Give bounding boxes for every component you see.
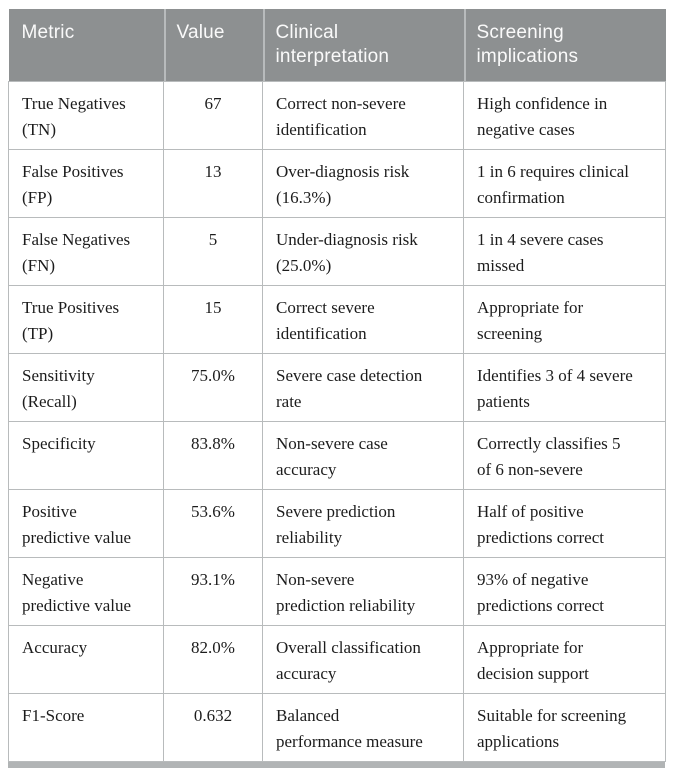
table-row-positive-predictive-value: Positive predictive value 53.6% Severe p… xyxy=(8,489,666,558)
cell-value: 5 xyxy=(163,217,263,286)
cell-screening-implications: 1 in 4 severe cases missed xyxy=(463,217,666,286)
table-row-f1-score: F1-Score 0.632 Balanced performance meas… xyxy=(8,693,666,762)
cell-metric: F1-Score xyxy=(8,693,164,762)
cell-value: 13 xyxy=(163,149,263,218)
cell-metric: Negative predictive value xyxy=(8,557,164,626)
cell-clinical-interpretation: Non-severe case accuracy xyxy=(262,421,464,490)
classification-metrics-table: Metric Value Clinical interpretation Scr… xyxy=(8,9,666,762)
cell-screening-implications: Suitable for screening applications xyxy=(463,693,666,762)
cell-metric: Positive predictive value xyxy=(8,489,164,558)
cell-clinical-interpretation: Over-diagnosis risk (16.3%) xyxy=(262,149,464,218)
cell-metric: True Negatives (TN) xyxy=(8,81,164,150)
cell-clinical-interpretation: Balanced performance measure xyxy=(262,693,464,762)
cell-value: 67 xyxy=(163,81,263,150)
table-row-sensitivity: Sensitivity (Recall) 75.0% Severe case d… xyxy=(8,353,666,422)
cell-metric: Specificity xyxy=(8,421,164,490)
cell-screening-implications: 93% of negative predictions correct xyxy=(463,557,666,626)
table-row-specificity: Specificity 83.8% Non-severe case accura… xyxy=(8,421,666,490)
cell-metric: Accuracy xyxy=(8,625,164,694)
cell-value: 15 xyxy=(163,285,263,354)
table-row-false-positives: False Positives (FP) 13 Over-diagnosis r… xyxy=(8,149,666,218)
cell-value: 93.1% xyxy=(163,557,263,626)
cell-clinical-interpretation: Correct non-severe identification xyxy=(262,81,464,150)
cell-screening-implications: High confidence in negative cases xyxy=(463,81,666,150)
cell-clinical-interpretation: Correct severe identification xyxy=(262,285,464,354)
table-row-negative-predictive-value: Negative predictive value 93.1% Non-seve… xyxy=(8,557,666,626)
table-row-accuracy: Accuracy 82.0% Overall classification ac… xyxy=(8,625,666,694)
cell-metric: True Positives (TP) xyxy=(8,285,164,354)
cell-screening-implications: Appropriate for decision support xyxy=(463,625,666,694)
cell-metric: False Negatives (FN) xyxy=(8,217,164,286)
cell-screening-implications: Appropriate for screening xyxy=(463,285,666,354)
column-header-clinical-interpretation: Clinical interpretation xyxy=(262,9,464,82)
cell-clinical-interpretation: Overall classification accuracy xyxy=(262,625,464,694)
cell-screening-implications: Half of positive predictions correct xyxy=(463,489,666,558)
cell-clinical-interpretation: Non-severe prediction reliability xyxy=(262,557,464,626)
cell-screening-implications: 1 in 6 requires clinical confirmation xyxy=(463,149,666,218)
cell-metric: Sensitivity (Recall) xyxy=(8,353,164,422)
cell-clinical-interpretation: Severe prediction reliability xyxy=(262,489,464,558)
cell-value: 83.8% xyxy=(163,421,263,490)
cell-screening-implications: Identifies 3 of 4 severe patients xyxy=(463,353,666,422)
table-row-true-negatives: True Negatives (TN) 67 Correct non-sever… xyxy=(8,81,666,150)
cell-value: 75.0% xyxy=(163,353,263,422)
cell-value: 82.0% xyxy=(163,625,263,694)
table-row-true-positives: True Positives (TP) 15 Correct severe id… xyxy=(8,285,666,354)
column-header-screening-implications: Screening implications xyxy=(463,9,666,82)
cell-clinical-interpretation: Under-diagnosis risk (25.0%) xyxy=(262,217,464,286)
table-row-false-negatives: False Negatives (FN) 5 Under-diagnosis r… xyxy=(8,217,666,286)
cell-value: 53.6% xyxy=(163,489,263,558)
column-header-metric: Metric xyxy=(8,9,164,82)
cell-metric: False Positives (FP) xyxy=(8,149,164,218)
column-header-value: Value xyxy=(163,9,263,82)
table-bottom-rule xyxy=(8,762,665,768)
cell-value: 0.632 xyxy=(163,693,263,762)
table-header-row: Metric Value Clinical interpretation Scr… xyxy=(8,9,666,82)
cell-screening-implications: Correctly classifies 5 of 6 non-severe xyxy=(463,421,666,490)
cell-clinical-interpretation: Severe case detection rate xyxy=(262,353,464,422)
